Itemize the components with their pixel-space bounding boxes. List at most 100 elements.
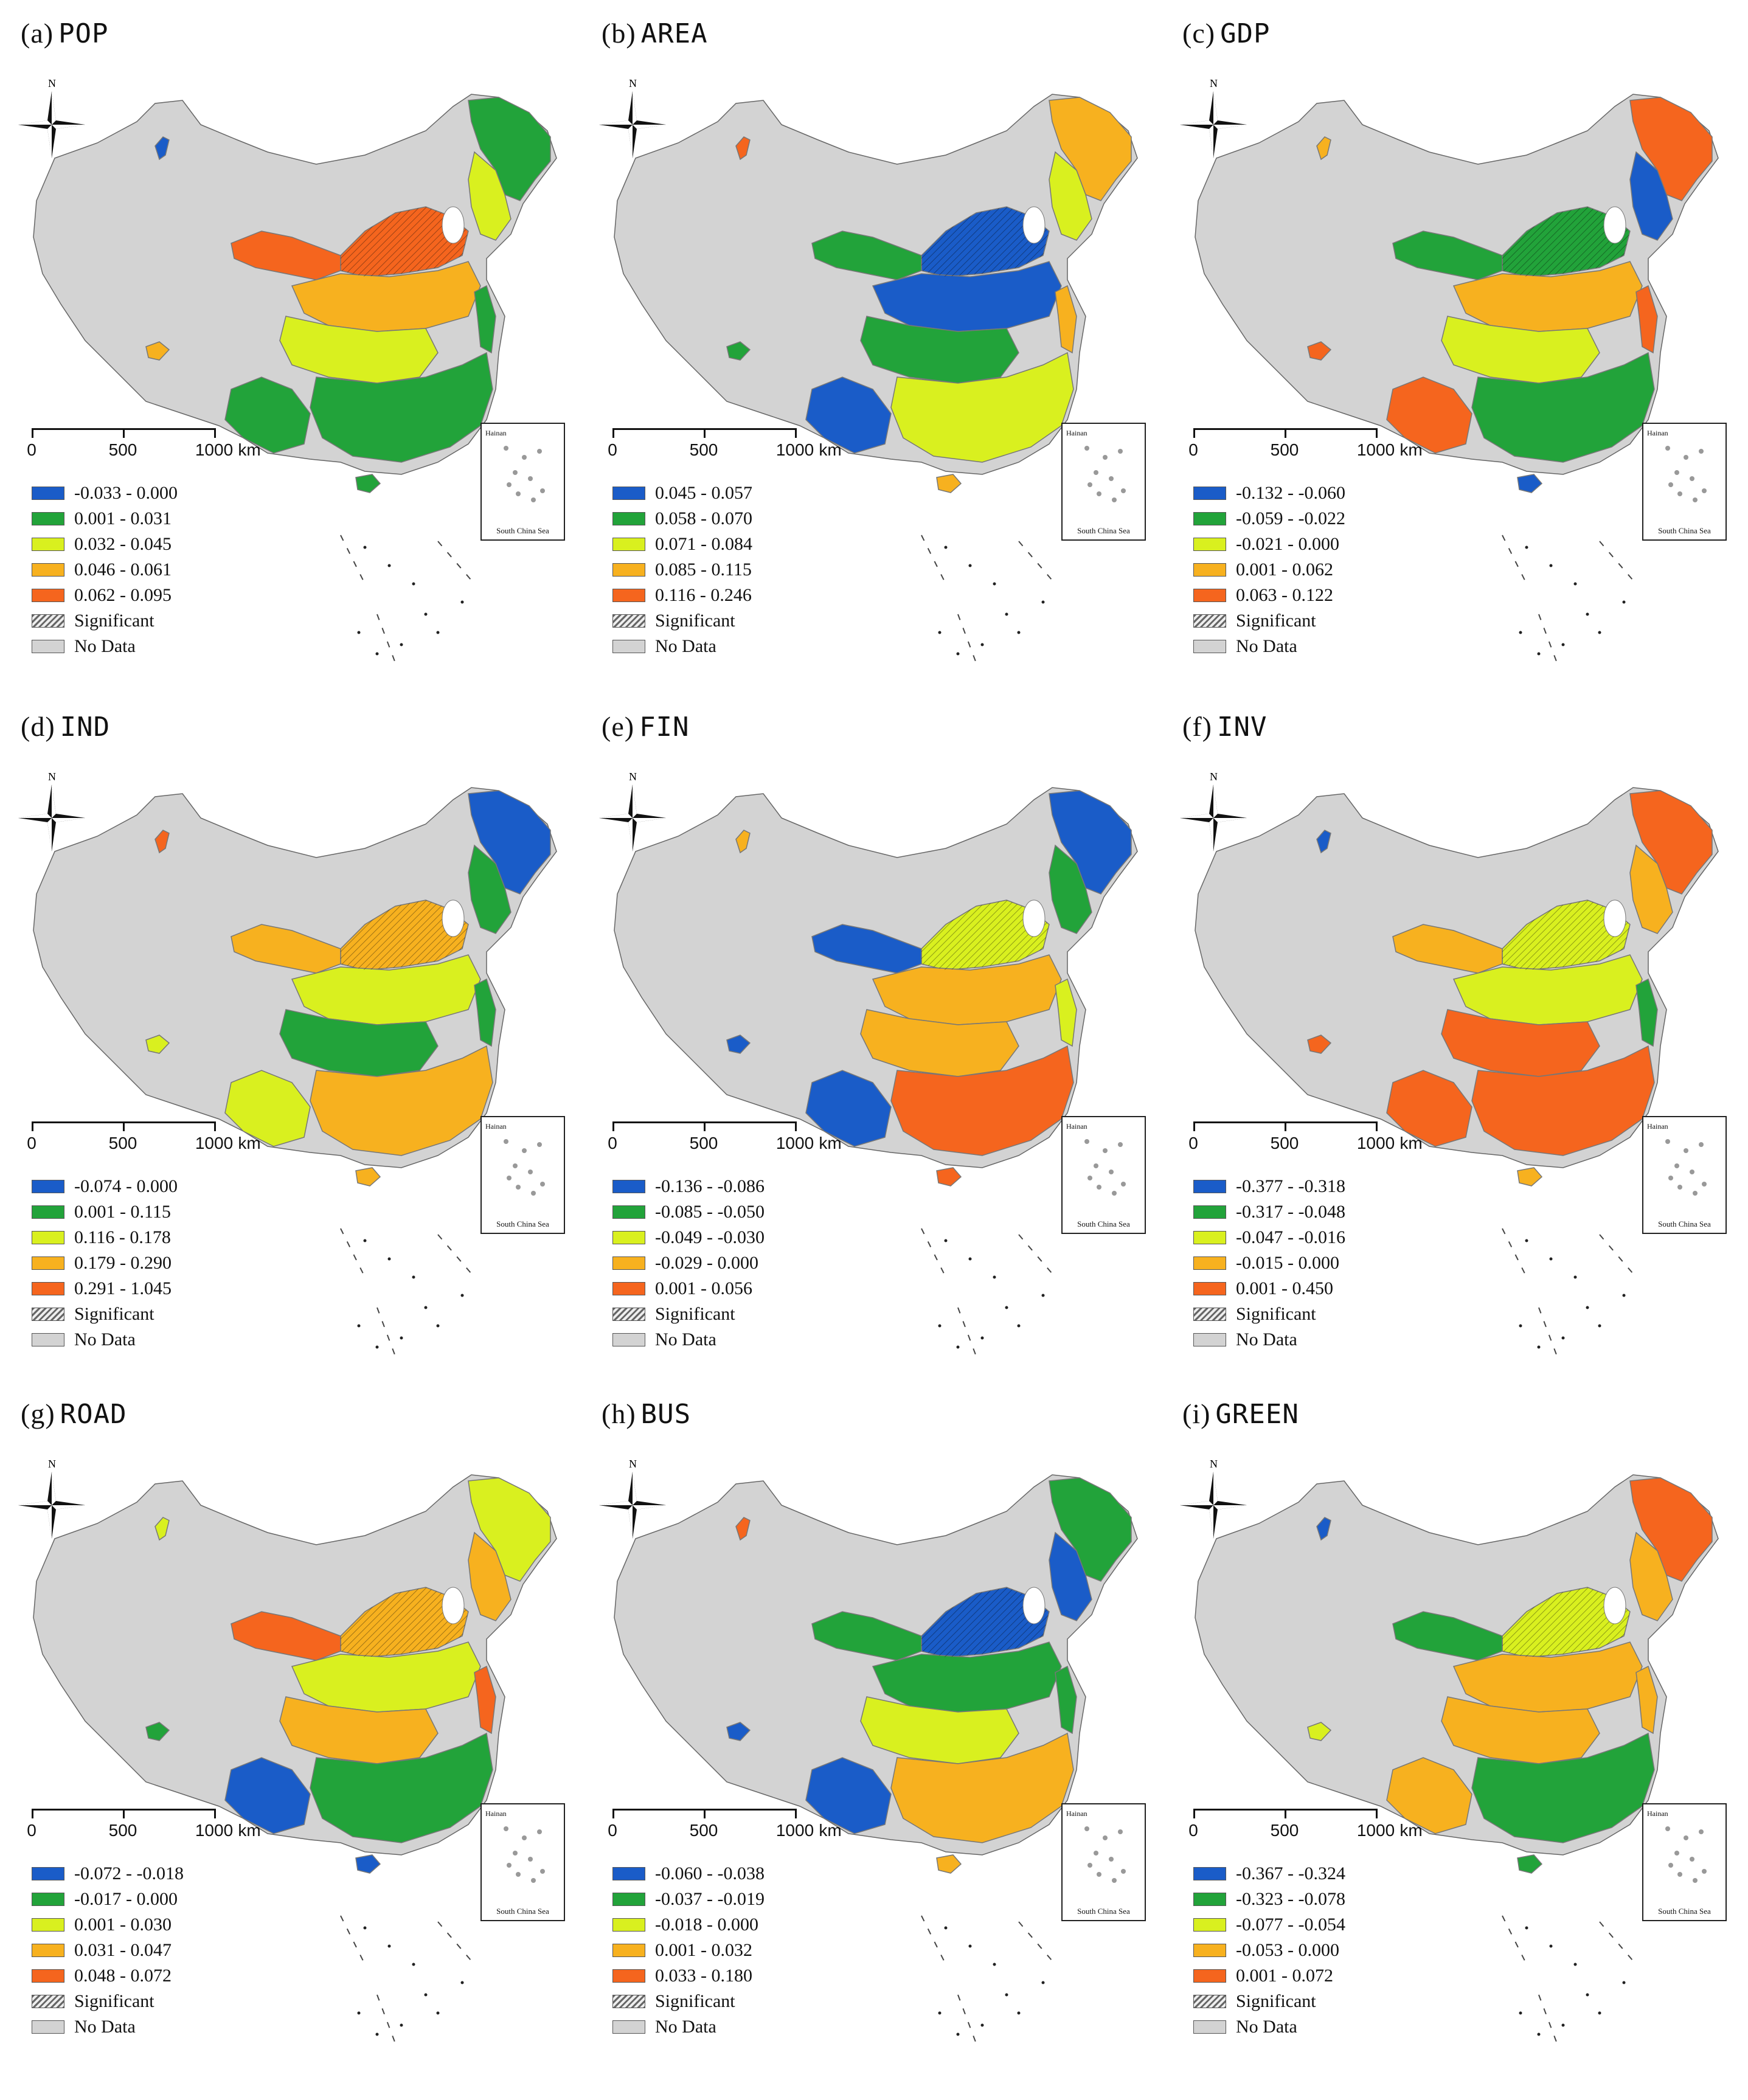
inset-island [537, 1142, 542, 1147]
inset-island [522, 1148, 527, 1153]
map-panel-green: (i) GREEN N 0 500 1000 km -0.367 - -0.324 -0.323… [1162, 1381, 1733, 2068]
island-dot [412, 1963, 415, 1966]
scale-tick [214, 1121, 216, 1131]
legend-significant: Significant [612, 1989, 765, 2014]
legend-no-data: No Data [1193, 1327, 1345, 1353]
region-center [291, 1641, 481, 1713]
legend-swatch [1193, 1995, 1226, 2008]
island-dot [400, 1336, 403, 1340]
north-arrow-icon: N [599, 1458, 666, 1539]
legend-label: 0.001 - 0.450 [1236, 1278, 1333, 1298]
inset-caption: South China Sea [1658, 1219, 1711, 1228]
legend-swatch [32, 1308, 64, 1321]
scale-tick [1376, 1809, 1378, 1818]
island-dot [375, 1345, 379, 1349]
legend-label: 0.062 - 0.095 [74, 585, 172, 605]
region-xinjiang-n [154, 1517, 170, 1541]
scale-bar: 0 500 1000 km [599, 1119, 842, 1156]
scale-tick-label: 1000 [1356, 1134, 1395, 1152]
scale-tick-label: 0 [27, 1134, 36, 1152]
legend: -0.060 - -0.038 -0.037 - -0.019 -0.018 - 0… [612, 1861, 765, 2040]
region-center [1452, 1641, 1643, 1713]
legend-swatch [1193, 1969, 1226, 1983]
legend-swatch [32, 1282, 64, 1295]
region-central-s [860, 1009, 1019, 1077]
inset-corner-label: Hainan [1066, 1809, 1087, 1818]
inset-island [504, 1139, 508, 1144]
island-dot [357, 631, 361, 634]
panel-title: (h) BUS [602, 1398, 691, 1430]
legend-no-data: No Data [32, 1327, 178, 1353]
region-tibet-spot [726, 1034, 751, 1054]
legend-label: 0.048 - 0.072 [74, 1966, 172, 1986]
legend-swatch [32, 1231, 64, 1244]
significance-hatch [921, 1587, 1049, 1657]
inset-island [504, 1826, 508, 1831]
legend-swatch [1193, 1918, 1226, 1932]
region-xinjiang-n [735, 136, 751, 161]
island-dot [938, 631, 942, 634]
legend-label: 0.001 - 0.072 [1236, 1966, 1333, 1986]
north-label: N [48, 771, 56, 783]
region-central-s [1441, 1696, 1600, 1764]
legend-swatch [32, 1995, 64, 2008]
inset-island [1684, 1835, 1688, 1840]
scale-tick [1193, 1121, 1195, 1131]
boundary-dashes [1502, 1228, 1637, 1357]
region-east-coast [474, 1665, 496, 1734]
island-dot [980, 2023, 984, 2027]
significance-hatch [341, 900, 468, 970]
island-dot [993, 582, 996, 586]
north-label: N [629, 1458, 637, 1470]
south-china-sea-inset: Hainan South China Sea [1642, 1803, 1727, 1921]
south-china-sea-inset: Hainan South China Sea [1061, 423, 1146, 541]
region-ne [1049, 97, 1132, 201]
inset-islands [1665, 1139, 1707, 1196]
panel-letter: (h) [602, 1398, 636, 1429]
legend-label: 0.001 - 0.115 [74, 1202, 171, 1222]
north-arrow-icon: N [1180, 1458, 1247, 1539]
region-hainan [355, 474, 381, 493]
inset-island [1118, 1142, 1123, 1147]
legend-label: 0.001 - 0.031 [74, 508, 172, 528]
significance-hatch [341, 1587, 468, 1657]
legend-label: 0.116 - 0.246 [655, 585, 752, 605]
legend-item: 0.048 - 0.072 [32, 1963, 184, 1989]
legend-swatch [1193, 1867, 1226, 1880]
island-dot [968, 564, 972, 567]
panel-variable: INV [1216, 712, 1268, 743]
legend-item: 0.001 - 0.056 [612, 1276, 765, 1301]
region-ne-inner [1629, 151, 1673, 241]
region-tibet-spot [145, 341, 170, 361]
significance-hatch [341, 207, 468, 277]
region-ne [468, 790, 551, 895]
region-southwest [1386, 1757, 1472, 1834]
region-center [872, 1641, 1062, 1713]
region-tibet-spot [1307, 341, 1332, 361]
scale-unit: km [819, 440, 842, 459]
island-dot [1005, 1306, 1008, 1309]
south-china-sea-inset: Hainan South China Sea [1061, 1116, 1146, 1234]
boundary-dashes [921, 535, 1056, 664]
legend-label: No Data [655, 636, 716, 656]
island-dot [944, 1239, 948, 1242]
legend-swatch [32, 1205, 64, 1219]
region-ne [468, 97, 551, 201]
legend-label: -0.047 - -0.016 [1236, 1227, 1345, 1247]
region-southwest [224, 376, 311, 454]
legend-label: No Data [655, 1329, 716, 1350]
island-dot [956, 1345, 960, 1349]
bohai-sea [1603, 206, 1626, 244]
scale-tick-label: 1000 [775, 1821, 814, 1840]
inset-island [1693, 497, 1698, 502]
region-central-s [279, 1696, 439, 1764]
legend-label: -0.033 - 0.000 [74, 483, 178, 503]
legend: -0.033 - 0.000 0.001 - 0.031 0.032 - 0.045… [32, 480, 178, 659]
island-dot [436, 1324, 440, 1328]
island-dot [1041, 1294, 1045, 1297]
inset-island [1693, 1878, 1698, 1883]
legend-label: 0.032 - 0.045 [74, 534, 172, 554]
legend-item: -0.077 - -0.054 [1193, 1912, 1345, 1938]
legend-swatch [612, 589, 645, 602]
legend-swatch [1193, 538, 1226, 551]
